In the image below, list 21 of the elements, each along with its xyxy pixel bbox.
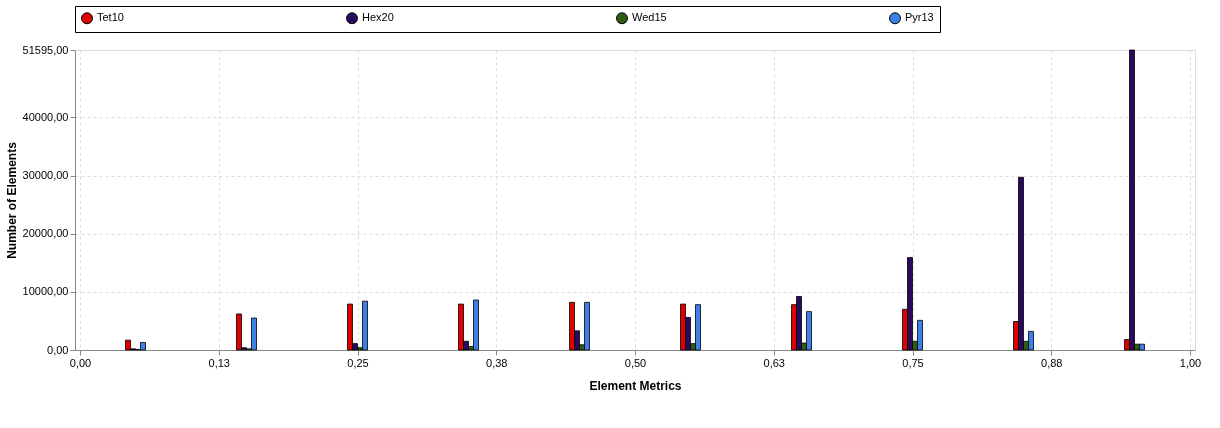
x-tick-label: 0,13 [208, 356, 230, 369]
y-axis-title: Number of Elements [4, 141, 19, 259]
legend-label: Hex20 [362, 11, 394, 24]
legend-label: Tet10 [97, 11, 124, 24]
x-axis-title: Element Metrics [589, 378, 682, 393]
y-tick-label: 0,00 [47, 343, 69, 356]
y-tick-label: 51595,00 [22, 43, 69, 56]
legend-label: Pyr13 [905, 11, 934, 24]
x-tick-label: 0,38 [486, 356, 508, 369]
y-tick-label: 30000,00 [22, 169, 69, 182]
y-tick-label: 20000,00 [22, 227, 69, 240]
x-tick-label: 0,75 [902, 356, 924, 369]
x-tick-label: 1,00 [1179, 356, 1202, 369]
x-tick-label: 0,00 [69, 356, 92, 369]
y-tick-label: 40000,00 [22, 110, 69, 123]
x-tick-label: 0,63 [763, 356, 785, 369]
x-tick-label: 0,88 [1041, 356, 1063, 369]
legend-label: Wed15 [632, 11, 667, 24]
x-tick-label: 0,25 [347, 356, 369, 369]
y-tick-label: 10000,00 [22, 285, 69, 298]
x-tick-label: 0,50 [624, 356, 647, 369]
